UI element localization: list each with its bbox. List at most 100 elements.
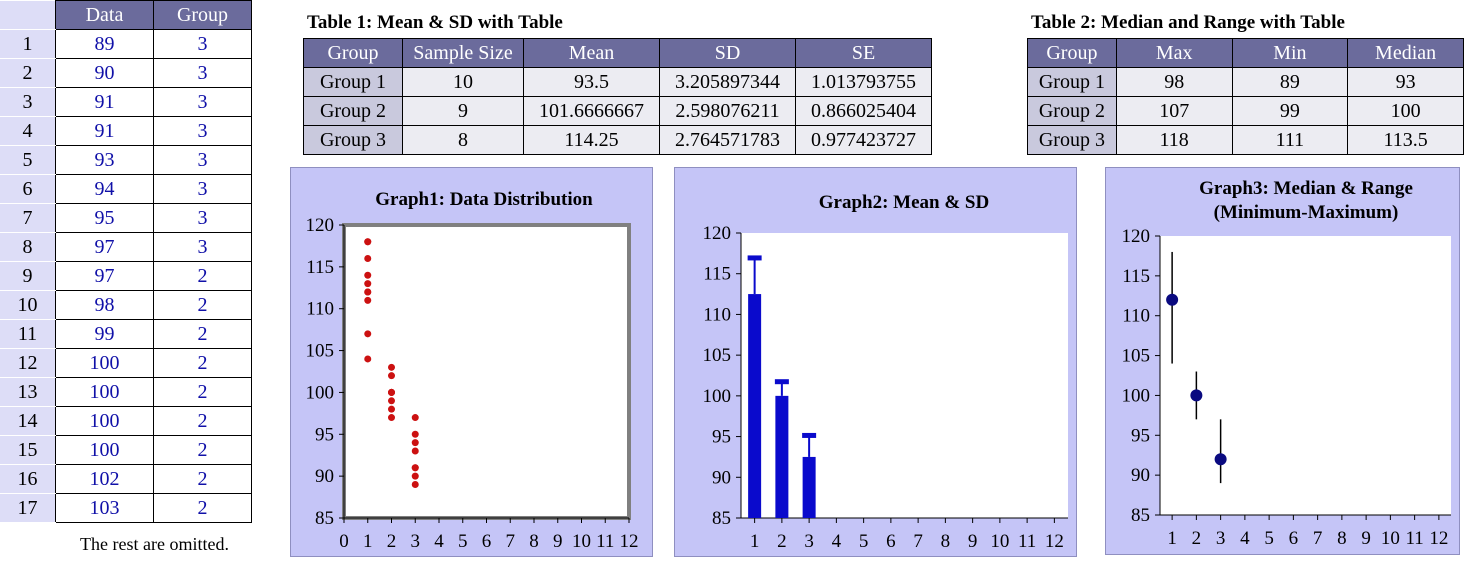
group-cell[interactable]: 3 (153, 58, 252, 88)
table2-value-cell[interactable]: 98 (1115, 67, 1233, 97)
table1-group-cell[interactable]: Group 1 (303, 67, 403, 97)
row-number[interactable]: 17 (0, 493, 56, 523)
data-cell[interactable]: 103 (55, 493, 154, 523)
data-cell[interactable]: 91 (55, 116, 154, 146)
data-sheet-row: 16 102 2 (0, 464, 252, 494)
data-cell[interactable]: 100 (55, 435, 154, 465)
group-cell[interactable]: 3 (153, 174, 252, 204)
row-number[interactable]: 11 (0, 319, 56, 349)
table1-value-cell[interactable]: 8 (402, 125, 524, 155)
scatter-point (364, 288, 372, 296)
data-cell[interactable]: 100 (55, 348, 154, 378)
row-number[interactable]: 15 (0, 435, 56, 465)
data-cell[interactable]: 93 (55, 145, 154, 175)
table2-column-header[interactable]: Max (1115, 38, 1233, 68)
table1-value-cell[interactable]: 3.205897344 (659, 67, 796, 97)
table2-group-cell[interactable]: Group 1 (1027, 67, 1117, 97)
row-number[interactable]: 10 (0, 290, 56, 320)
group-cell[interactable]: 2 (153, 348, 252, 378)
table2-value-cell[interactable]: 113.5 (1347, 125, 1464, 155)
group-cell[interactable]: 3 (153, 116, 252, 146)
group-cell[interactable]: 2 (153, 377, 252, 407)
data-cell[interactable]: 100 (55, 406, 154, 436)
plot-area (1160, 236, 1451, 515)
data-cell[interactable]: 100 (55, 377, 154, 407)
table1-value-cell[interactable]: 101.6666667 (523, 96, 660, 126)
table2-group-cell[interactable]: Group 2 (1027, 96, 1117, 126)
row-number[interactable]: 7 (0, 203, 56, 233)
table2-value-cell[interactable]: 107 (1115, 96, 1233, 126)
row-number[interactable]: 16 (0, 464, 56, 494)
group-cell[interactable]: 2 (153, 464, 252, 494)
table2-column-header[interactable]: Median (1347, 38, 1464, 68)
group-cell[interactable]: 3 (153, 232, 252, 262)
row-number[interactable]: 14 (0, 406, 56, 436)
row-number[interactable]: 8 (0, 232, 56, 262)
scatter-point (411, 430, 419, 438)
row-number[interactable]: 13 (0, 377, 56, 407)
table1-column-header[interactable]: Mean (523, 38, 660, 68)
row-number[interactable]: 3 (0, 87, 56, 117)
y-tick-label: 85 (315, 508, 334, 529)
data-cell[interactable]: 97 (55, 232, 154, 262)
row-number[interactable]: 5 (0, 145, 56, 175)
data-column-header[interactable]: Data (55, 0, 154, 30)
row-number[interactable]: 9 (0, 261, 56, 291)
x-tick-label: 11 (1405, 528, 1423, 549)
x-tick-label: 3 (1216, 528, 1226, 549)
group-cell[interactable]: 3 (153, 145, 252, 175)
table1-value-cell[interactable]: 2.764571783 (659, 125, 796, 155)
data-cell[interactable]: 94 (55, 174, 154, 204)
table1-column-header[interactable]: SD (659, 38, 796, 68)
group-column-header[interactable]: Group (153, 0, 252, 30)
table2-value-cell[interactable]: 89 (1231, 67, 1349, 97)
row-number[interactable]: 2 (0, 58, 56, 88)
data-cell[interactable]: 91 (55, 87, 154, 117)
table1-value-cell[interactable]: 1.013793755 (795, 67, 932, 97)
table1-column-header[interactable]: SE (795, 38, 932, 68)
data-cell[interactable]: 89 (55, 29, 154, 59)
table2-column-header[interactable]: Group (1027, 38, 1117, 68)
table1-value-cell[interactable]: 0.866025404 (795, 96, 932, 126)
table1-value-cell[interactable]: 114.25 (523, 125, 660, 155)
data-cell[interactable]: 97 (55, 261, 154, 291)
group-cell[interactable]: 3 (153, 203, 252, 233)
table1-group-cell[interactable]: Group 3 (303, 125, 403, 155)
table2-value-cell[interactable]: 111 (1231, 125, 1349, 155)
table2-value-cell[interactable]: 99 (1231, 96, 1349, 126)
group-cell[interactable]: 2 (153, 435, 252, 465)
row-number[interactable]: 1 (0, 29, 56, 59)
table1-group-cell[interactable]: Group 2 (303, 96, 403, 126)
row-number[interactable]: 6 (0, 174, 56, 204)
group-cell[interactable]: 2 (153, 290, 252, 320)
table1-column-header[interactable]: Group (303, 38, 403, 68)
group-cell[interactable]: 2 (153, 406, 252, 436)
row-number[interactable]: 4 (0, 116, 56, 146)
data-cell[interactable]: 95 (55, 203, 154, 233)
data-cell[interactable]: 98 (55, 290, 154, 320)
group-cell[interactable]: 3 (153, 29, 252, 59)
row-number[interactable]: 12 (0, 348, 56, 378)
x-tick-label: 5 (458, 531, 468, 552)
table1-value-cell[interactable]: 0.977423727 (795, 125, 932, 155)
table2-column-header[interactable]: Min (1231, 38, 1349, 68)
table1-value-cell[interactable]: 2.598076211 (659, 96, 796, 126)
table2-value-cell[interactable]: 93 (1347, 67, 1464, 97)
table2-value-cell[interactable]: 118 (1115, 125, 1233, 155)
group-cell[interactable]: 2 (153, 319, 252, 349)
table1-value-cell[interactable]: 10 (402, 67, 524, 97)
table2-group-cell[interactable]: Group 3 (1027, 125, 1117, 155)
table1-column-header[interactable]: Sample Size (402, 38, 524, 68)
data-cell[interactable]: 102 (55, 464, 154, 494)
group-cell[interactable]: 3 (153, 87, 252, 117)
table1-value-cell[interactable]: 9 (402, 96, 524, 126)
group-cell[interactable]: 2 (153, 261, 252, 291)
data-sheet-row: 9 97 2 (0, 261, 252, 291)
corner-cell[interactable] (0, 0, 56, 30)
table1-value-cell[interactable]: 93.5 (523, 67, 660, 97)
group-cell[interactable]: 2 (153, 493, 252, 523)
data-cell[interactable]: 99 (55, 319, 154, 349)
table2-value-cell[interactable]: 100 (1347, 96, 1464, 126)
graph3-chart: Graph3: Median & Range (Minimum-Maximum)… (1122, 178, 1451, 549)
data-cell[interactable]: 90 (55, 58, 154, 88)
